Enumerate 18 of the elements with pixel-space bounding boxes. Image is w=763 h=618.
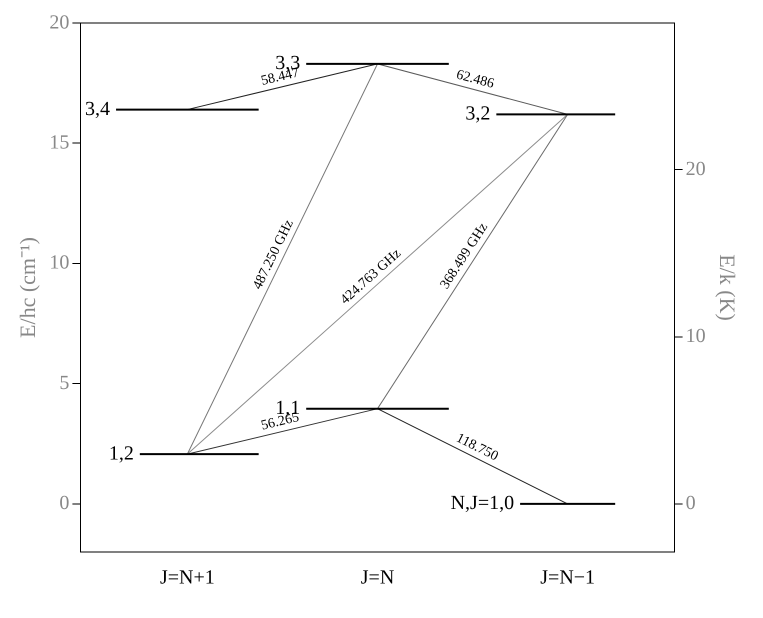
- series-label: N,J=1,0: [450, 492, 514, 514]
- y-tick-label: 20: [49, 11, 70, 34]
- x-tick-label: J=N: [360, 566, 394, 588]
- y-tick-label: 5: [59, 372, 70, 394]
- y-tick-label: 10: [49, 252, 70, 274]
- x-tick-label: J=N−1: [540, 566, 596, 588]
- x-tick-label: J=N+1: [160, 566, 215, 588]
- y2-tick-label: 20: [686, 158, 706, 180]
- y-tick-label: 0: [59, 492, 70, 514]
- y2-tick-label: 10: [686, 325, 706, 348]
- series-label: 3,2: [465, 102, 490, 125]
- series-label: 1,2: [108, 442, 134, 464]
- text: 62.486: [454, 67, 496, 92]
- y-axis-title: E/hc (cm⁻¹): [14, 237, 40, 338]
- y2-axis-title: E/k (K): [715, 254, 740, 321]
- y2-tick-label: 0: [686, 492, 696, 514]
- series-label: 3,4: [85, 98, 110, 120]
- y-tick-label: 15: [49, 131, 70, 154]
